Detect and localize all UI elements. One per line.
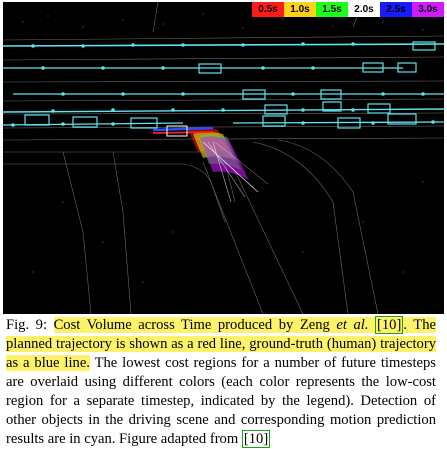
et-al: et al. [336, 317, 369, 333]
legend-item-5: 3.0s [412, 2, 444, 17]
ground-truth-trajectory [152, 126, 214, 132]
cost-volume-overlay [188, 128, 269, 203]
legend-item-2: 1.5s [316, 2, 348, 17]
citation-link-10[interactable]: [10] [375, 316, 404, 334]
ego-vehicle [166, 125, 188, 137]
cost-volume-figure: 0.5s 1.0s 1.5s 2.0s 2.5s 3.0s [3, 2, 444, 314]
legend-item-3: 2.0s [348, 2, 380, 17]
legend-item-1: 1.0s [284, 2, 316, 17]
lidar-points [22, 13, 424, 283]
figure-caption: Fig. 9: Cost Volume across Time produced… [6, 316, 436, 449]
citation-link-10-end[interactable]: [10] [241, 430, 271, 448]
legend-item-4: 2.5s [380, 2, 412, 17]
planned-trajectory [152, 131, 214, 134]
detected-objects [3, 41, 444, 129]
road-map-lines [3, 2, 444, 314]
driving-scene-visualization [3, 2, 444, 314]
motion-prediction-dots [11, 42, 435, 127]
timestep-legend: 0.5s 1.0s 1.5s 2.0s 2.5s 3.0s [252, 2, 444, 17]
legend-item-0: 0.5s [252, 2, 284, 17]
highlighted-text-1: Cost Volume across Time produced by Zeng [53, 317, 337, 333]
figure-label: Fig. 9: [6, 317, 48, 333]
